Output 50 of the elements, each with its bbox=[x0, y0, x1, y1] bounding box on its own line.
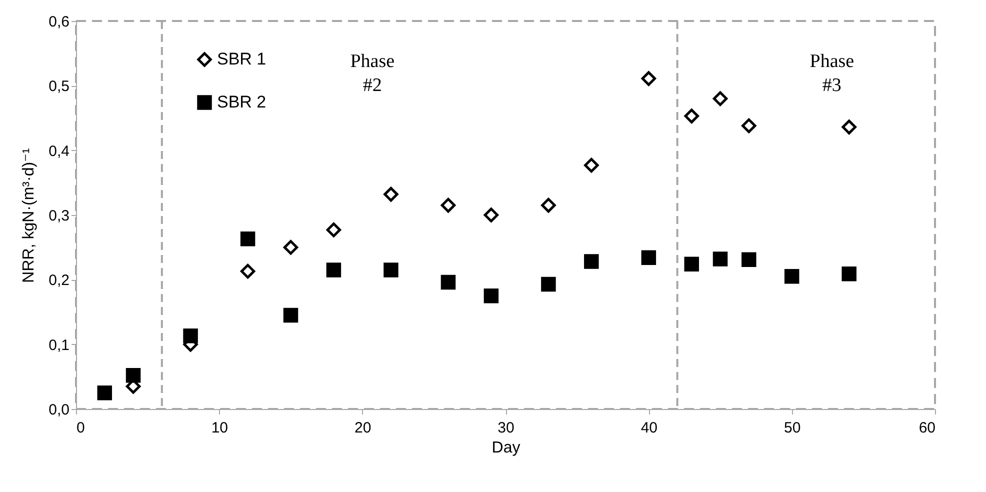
point bbox=[742, 252, 756, 267]
legend-label: SBR 1 bbox=[217, 50, 266, 68]
point bbox=[440, 198, 456, 213]
x-tick-label: 20 bbox=[354, 420, 372, 436]
point bbox=[641, 71, 656, 86]
point bbox=[183, 328, 198, 344]
y-tick-label: 0,5 bbox=[48, 78, 70, 96]
point bbox=[240, 264, 256, 279]
point bbox=[384, 186, 398, 202]
y-tick-label: 0,6 bbox=[48, 14, 70, 30]
point bbox=[541, 276, 556, 292]
point bbox=[712, 91, 728, 106]
x-axis-title: Day bbox=[492, 440, 520, 456]
y-tick-label: 0,1 bbox=[48, 336, 70, 354]
point bbox=[541, 198, 556, 213]
legend-label: SBR 2 bbox=[217, 92, 266, 112]
point bbox=[842, 266, 856, 282]
x-tick-label: 0 bbox=[76, 420, 85, 436]
point bbox=[97, 385, 112, 400]
point bbox=[484, 208, 499, 222]
point bbox=[484, 288, 499, 304]
point bbox=[283, 308, 298, 323]
point bbox=[742, 118, 756, 134]
x-tick-label: 40 bbox=[640, 420, 658, 436]
x-tick-label: 10 bbox=[211, 420, 228, 436]
y-tick-label: 0,2 bbox=[48, 272, 70, 290]
y-axis-title: NRR, kgN·(m³·d)⁻¹ bbox=[20, 148, 38, 283]
point bbox=[126, 368, 141, 383]
x-tick-label: 50 bbox=[784, 420, 801, 436]
point bbox=[584, 158, 599, 173]
point bbox=[584, 254, 599, 269]
point bbox=[326, 262, 342, 278]
x-tick-label: 30 bbox=[498, 420, 514, 436]
annotation: Phase #2 bbox=[350, 51, 395, 96]
point bbox=[684, 108, 699, 124]
y-tick-label: 0,4 bbox=[48, 142, 70, 160]
point bbox=[842, 120, 856, 134]
point bbox=[283, 240, 298, 255]
y-tick-label: 0,3 bbox=[48, 208, 70, 224]
point bbox=[784, 269, 800, 284]
point bbox=[684, 256, 699, 272]
point bbox=[440, 274, 456, 290]
annotation: Phase #3 bbox=[810, 51, 854, 96]
point bbox=[384, 262, 398, 278]
point bbox=[240, 232, 256, 246]
y-tick-label: 0,0 bbox=[48, 402, 70, 418]
point bbox=[326, 222, 342, 238]
point bbox=[641, 250, 656, 266]
x-tick-label: 60 bbox=[918, 420, 936, 436]
point bbox=[712, 252, 728, 266]
